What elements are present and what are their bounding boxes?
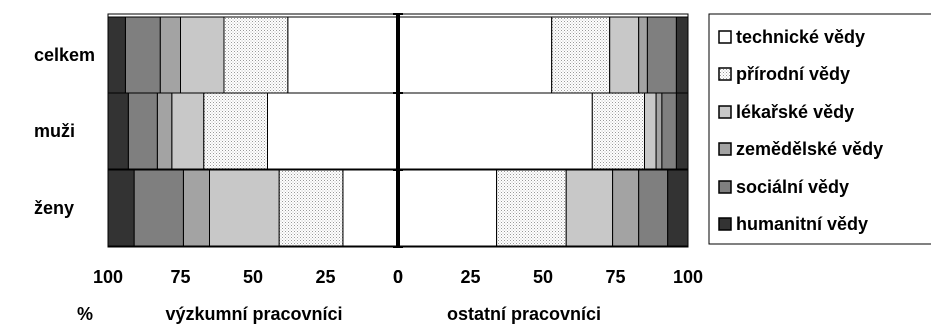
- bar-ostatni-pracovnici-muzi-lekarske-vedy: [644, 92, 657, 170]
- category-label-celkem: celkem: [34, 45, 95, 65]
- panel-title-right: ostatní pracovníci: [447, 304, 601, 324]
- bar-ostatni-pracovnici-zeny-prirodni-vedy: [496, 169, 567, 247]
- tick-label: 75: [605, 267, 625, 287]
- bar-vyzkumni-pracovnici-zeny-technicke-vedy: [342, 169, 399, 247]
- legend-label-humanitni-vedy: humanitní vědy: [736, 214, 868, 234]
- legend-swatch-lekarske-vedy: [718, 105, 732, 119]
- bar-ostatni-pracovnici-celkem-lekarske-vedy: [609, 16, 640, 94]
- bar-vyzkumni-pracovnici-muzi-lekarske-vedy: [171, 92, 205, 170]
- bar-ostatni-pracovnici-celkem-prirodni-vedy: [551, 16, 611, 94]
- tick-label: 100: [93, 267, 123, 287]
- legend-label-prirodni-vedy: přírodní vědy: [736, 64, 850, 84]
- bar-ostatni-pracovnici-celkem-humanitni-vedy: [675, 16, 689, 94]
- tick-label: 25: [315, 267, 335, 287]
- bar-vyzkumni-pracovnici-celkem-prirodni-vedy: [223, 16, 289, 94]
- bar-ostatni-pracovnici-muzi-prirodni-vedy: [591, 92, 645, 170]
- bar-ostatni-pracovnici-zeny-zemedelske-vedy: [612, 169, 640, 247]
- bar-vyzkumni-pracovnici-muzi-prirodni-vedy: [203, 92, 268, 170]
- legend-swatch-zemedelske-vedy: [718, 142, 732, 156]
- bar-vyzkumni-pracovnici-celkem-lekarske-vedy: [180, 16, 225, 94]
- bar-vyzkumni-pracovnici-zeny-zemedelske-vedy: [182, 169, 210, 247]
- legend-label-lekarske-vedy: lékařské vědy: [736, 102, 854, 122]
- tick-label: 0: [393, 267, 403, 287]
- bar-ostatni-pracovnici-zeny-technicke-vedy: [397, 169, 498, 247]
- axis-unit-label: %: [77, 304, 93, 324]
- legend-label-technicke-vedy: technické vědy: [736, 27, 865, 47]
- tick-label: 100: [673, 267, 703, 287]
- bar-ostatni-pracovnici-zeny-socialni-vedy: [638, 169, 669, 247]
- bar-vyzkumni-pracovnici-celkem-zemedelske-vedy: [159, 16, 181, 94]
- bar-vyzkumni-pracovnici-muzi-zemedelske-vedy: [156, 92, 173, 170]
- bar-ostatni-pracovnici-celkem-zemedelske-vedy: [638, 16, 648, 94]
- bar-ostatni-pracovnici-celkem-socialni-vedy: [646, 16, 677, 94]
- bar-ostatni-pracovnici-celkem-technicke-vedy: [397, 16, 553, 94]
- bar-vyzkumni-pracovnici-muzi-technicke-vedy: [267, 92, 399, 170]
- panel-title-left: výzkumní pracovníci: [165, 304, 342, 324]
- legend-frame: [708, 13, 931, 245]
- legend: technické vědy přírodní vědy lékařské vědy…: [708, 13, 931, 245]
- bar-ostatni-pracovnici-muzi-socialni-vedy: [661, 92, 677, 170]
- tick-label: 50: [243, 267, 263, 287]
- bar-vyzkumni-pracovnici-zeny-lekarske-vedy: [209, 169, 280, 247]
- legend-swatch-prirodni-vedy: [718, 67, 732, 81]
- bar-vyzkumni-pracovnici-celkem-technicke-vedy: [287, 16, 399, 94]
- bar-vyzkumni-pracovnici-muzi-socialni-vedy: [127, 92, 158, 170]
- bar-ostatni-pracovnici-zeny-humanitni-vedy: [667, 169, 689, 247]
- bar-vyzkumni-pracovnici-muzi-humanitni-vedy: [107, 92, 129, 170]
- bar-ostatni-pracovnici-zeny-lekarske-vedy: [565, 169, 614, 247]
- bar-ostatni-pracovnici-muzi-technicke-vedy: [397, 92, 593, 170]
- bar-vyzkumni-pracovnici-celkem-humanitni-vedy: [107, 16, 126, 94]
- legend-swatch-humanitni-vedy: [718, 217, 732, 231]
- category-label-zeny: ženy: [34, 198, 74, 218]
- legend-label-socialni-vedy: sociální vědy: [736, 177, 849, 197]
- bars: [107, 16, 689, 247]
- bar-vyzkumni-pracovnici-zeny-socialni-vedy: [133, 169, 184, 247]
- legend-label-zemedelske-vedy: zemědělské vědy: [736, 139, 883, 159]
- bar-vyzkumni-pracovnici-celkem-socialni-vedy: [124, 16, 161, 94]
- legend-swatch-technicke-vedy: [718, 30, 732, 44]
- tick-label: 75: [170, 267, 190, 287]
- bar-ostatni-pracovnici-muzi-humanitni-vedy: [675, 92, 689, 170]
- bar-vyzkumni-pracovnici-zeny-prirodni-vedy: [278, 169, 344, 247]
- bar-vyzkumni-pracovnici-zeny-humanitni-vedy: [107, 169, 135, 247]
- bar-ostatni-pracovnici-muzi-zemedelske-vedy: [655, 92, 663, 170]
- tick-label: 0: [393, 267, 403, 287]
- category-label-muzi: muži: [34, 121, 75, 141]
- tick-label: 50: [533, 267, 553, 287]
- tick-label: 25: [460, 267, 480, 287]
- legend-swatch-socialni-vedy: [718, 180, 732, 194]
